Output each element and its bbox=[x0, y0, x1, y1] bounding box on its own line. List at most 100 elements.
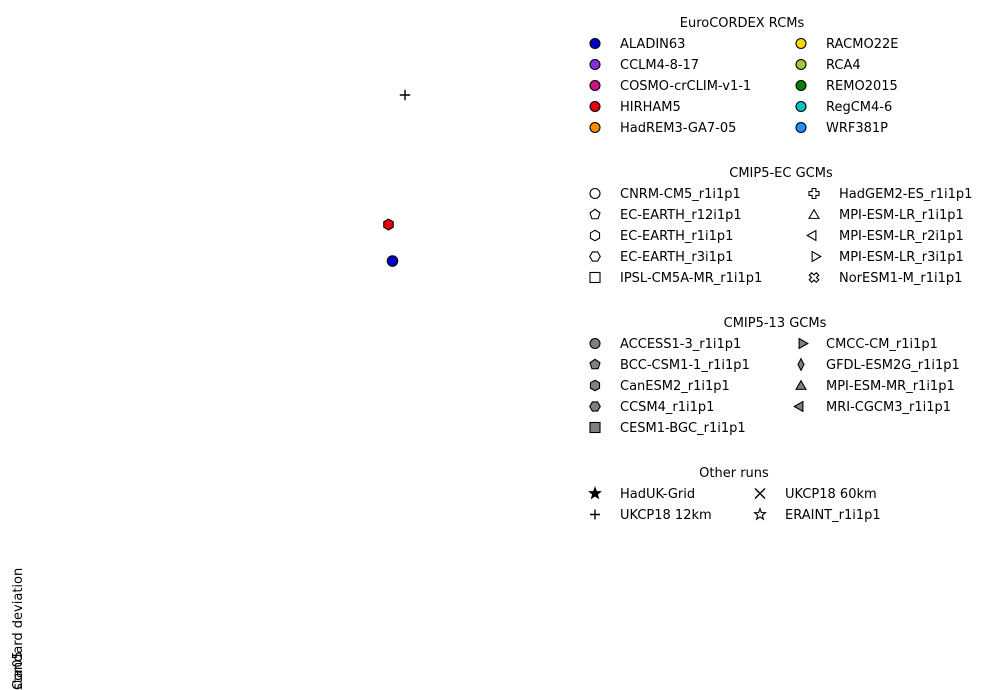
legend-entry: REMO2015 bbox=[795, 79, 898, 94]
legend-label: RACMO22E bbox=[826, 37, 898, 52]
legend-entry: ACCESS1-3_r1i1p1 bbox=[589, 337, 741, 352]
legend-label: CMCC-CM_r1i1p1 bbox=[826, 337, 938, 352]
legends: EuroCORDEX RCMs ALADIN63 CCLM4-8-17 COSMO-c… bbox=[588, 16, 972, 523]
legend-marker-triangle-left-icon bbox=[793, 400, 804, 413]
legend-label: RegCM4-6 bbox=[826, 100, 892, 115]
legend-label: MRI-CGCM3_r1i1p1 bbox=[826, 400, 951, 415]
legend-entry: UKCP18 60km bbox=[754, 487, 877, 502]
legend-marker-triangle-right-icon bbox=[811, 250, 822, 263]
legend-marker-plus-icon bbox=[590, 509, 600, 520]
legend-label: RCA4 bbox=[826, 58, 861, 73]
legend-entry: CESM1-BGC_r1i1p1 bbox=[589, 421, 746, 436]
legend-label: HadGEM2-ES_r1i1p1 bbox=[839, 187, 972, 202]
legend-marker-circle-icon bbox=[795, 121, 807, 134]
legend-label: EC-EARTH_r12i1p1 bbox=[620, 208, 742, 223]
legend-marker-circle-icon bbox=[589, 187, 601, 200]
legend-marker-circle-icon bbox=[795, 79, 807, 92]
legend-marker-triangle-left-icon bbox=[806, 229, 817, 242]
legend-marker-xfilled-icon bbox=[808, 271, 820, 284]
legend-label: NorESM1-M_r1i1p1 bbox=[839, 271, 962, 286]
legend-entry: RACMO22E bbox=[795, 37, 898, 52]
legend-marker-thin-diamond-icon bbox=[797, 357, 805, 372]
legend-label: HIRHAM5 bbox=[620, 100, 681, 115]
legend-title: Other runs bbox=[699, 466, 769, 481]
legend-label: HadUK-Grid bbox=[620, 487, 695, 502]
data-points bbox=[383, 89, 411, 267]
legend-marker-circle-icon bbox=[589, 37, 601, 50]
legend-label: ERAINT_r1i1p1 bbox=[785, 508, 881, 523]
legend-label: CCLM4-8-17 bbox=[620, 58, 699, 73]
legend-cmip5-ec-gcms: CMIP5-EC GCMs CNRM-CM5_r1i1p1 EC-EARTH_r12… bbox=[589, 166, 972, 286]
legend-entry: CCLM4-8-17 bbox=[589, 58, 699, 73]
legend-title: CMIP5-EC GCMs bbox=[729, 166, 833, 181]
legend-label: CESM1-BGC_r1i1p1 bbox=[620, 421, 746, 436]
legend-marker-circle-icon bbox=[795, 37, 807, 50]
legend-marker-pentagon-icon bbox=[589, 358, 601, 370]
legend-entry: EC-EARTH_r1i1p1 bbox=[589, 229, 733, 244]
legend-label: HadREM3-GA7-05 bbox=[620, 121, 736, 136]
legend-marker-hexagon-icon bbox=[589, 379, 601, 392]
legend-marker-triangle-right-icon bbox=[798, 337, 809, 350]
legend-label: EC-EARTH_r3i1p1 bbox=[620, 250, 733, 265]
legend-label: MPI-ESM-LR_r3i1p1 bbox=[839, 250, 964, 265]
legend-marker-circle-icon bbox=[589, 100, 601, 113]
legend-entry: MRI-CGCM3_r1i1p1 bbox=[793, 400, 951, 415]
legend-entry: CMCC-CM_r1i1p1 bbox=[798, 337, 938, 352]
legend-marker-hexagon2-icon bbox=[589, 251, 601, 262]
legend-entry: BCC-CSM1-1_r1i1p1 bbox=[589, 358, 750, 373]
legend-marker-triangle-up-icon bbox=[808, 208, 820, 219]
data-point-hirham5 bbox=[383, 218, 394, 231]
legend-label: REMO2015 bbox=[826, 79, 898, 94]
legend-label: IPSL-CM5A-MR_r1i1p1 bbox=[620, 271, 762, 286]
legend-marker-x-icon bbox=[754, 488, 766, 499]
legend-cmip5-13-gcms: CMIP5-13 GCMs ACCESS1-3_r1i1p1 BCC-CSM1-1_… bbox=[589, 316, 960, 436]
legend-label: CNRM-CM5_r1i1p1 bbox=[620, 187, 741, 202]
legend-eurocordex-rcms: EuroCORDEX RCMs ALADIN63 CCLM4-8-17 COSMO-c… bbox=[589, 16, 898, 136]
legend-label: MPI-ESM-LR_r2i1p1 bbox=[839, 229, 964, 244]
legend-label: GFDL-ESM2G_r1i1p1 bbox=[826, 358, 960, 373]
legend-marker-pluscross-icon bbox=[808, 187, 820, 200]
y-axis-label-overlap: Cor05 bbox=[11, 651, 26, 690]
legend-label: MPI-ESM-LR_r1i1p1 bbox=[839, 208, 964, 223]
legend-label: COSMO-crCLIM-v1-1 bbox=[620, 79, 751, 94]
legend-entry: UKCP18 12km bbox=[590, 508, 712, 523]
legend-entry: EC-EARTH_r3i1p1 bbox=[589, 250, 733, 265]
legend-label: UKCP18 60km bbox=[785, 487, 877, 502]
legend-label: BCC-CSM1-1_r1i1p1 bbox=[620, 358, 750, 373]
y-axis-label: standard deviation bbox=[11, 568, 26, 690]
legend-marker-circle-icon bbox=[795, 58, 807, 71]
legend-label: EC-EARTH_r1i1p1 bbox=[620, 229, 733, 244]
legend-marker-circle-icon bbox=[589, 337, 601, 350]
legend-label: MPI-ESM-MR_r1i1p1 bbox=[826, 379, 955, 394]
legend-label: UKCP18 12km bbox=[620, 508, 712, 523]
legend-label: CanESM2_r1i1p1 bbox=[620, 379, 730, 394]
legend-other-runs: Other runs HadUK-Grid UKCP18 12km UKCP18 60… bbox=[588, 466, 881, 523]
legend-entry: RegCM4-6 bbox=[795, 100, 892, 115]
legend-entry: MPI-ESM-LR_r1i1p1 bbox=[808, 208, 964, 223]
legend-marker-square-icon bbox=[589, 421, 601, 434]
legend-entry: WRF381P bbox=[795, 121, 888, 136]
legend-marker-circle-icon bbox=[589, 79, 601, 92]
legend-marker-hexagon2-icon bbox=[589, 401, 601, 412]
legend-title: EuroCORDEX RCMs bbox=[680, 16, 805, 31]
legend-entry: ALADIN63 bbox=[589, 37, 685, 52]
legend-entry: IPSL-CM5A-MR_r1i1p1 bbox=[589, 271, 762, 286]
legend-marker-star-icon bbox=[588, 486, 602, 500]
legend-marker-circle-icon bbox=[589, 121, 601, 134]
legend-entry: EC-EARTH_r12i1p1 bbox=[589, 208, 742, 223]
legend-marker-square-icon bbox=[589, 271, 601, 284]
legend-marker-triangle-up-icon bbox=[795, 379, 807, 390]
legend-marker-hexagon-icon bbox=[589, 229, 601, 242]
legend-entry: CNRM-CM5_r1i1p1 bbox=[589, 187, 741, 202]
legend-entry: CanESM2_r1i1p1 bbox=[589, 379, 730, 394]
legend-label: ACCESS1-3_r1i1p1 bbox=[620, 337, 741, 352]
legend-entry: HadGEM2-ES_r1i1p1 bbox=[808, 187, 972, 202]
legend-entry: ERAINT_r1i1p1 bbox=[753, 507, 881, 523]
legend-entry: MPI-ESM-LR_r2i1p1 bbox=[806, 229, 964, 244]
legend-entry: MPI-ESM-LR_r3i1p1 bbox=[811, 250, 964, 265]
legend-entry: CCSM4_r1i1p1 bbox=[589, 400, 714, 415]
legend-entry: COSMO-crCLIM-v1-1 bbox=[589, 79, 751, 94]
legend-entry: HadUK-Grid bbox=[588, 486, 695, 502]
legend-label: WRF381P bbox=[826, 121, 888, 136]
